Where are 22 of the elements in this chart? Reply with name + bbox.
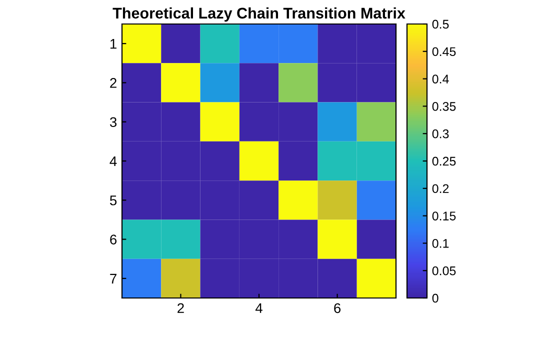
color-bar-label: 0 [432, 294, 438, 303]
color-bar-label: 0.25 [432, 156, 456, 166]
color-bar-label: 0.5 [432, 20, 449, 29]
color-bar-label: 0.1 [432, 239, 449, 248]
y-tick-label: 7 [110, 274, 116, 284]
chart-title: Theoretical Lazy Chain Transition Matrix [112, 7, 406, 22]
y-tick-label: 1 [110, 39, 116, 49]
color-bar-label: 0.35 [432, 102, 456, 111]
x-tick-label: 6 [334, 303, 341, 314]
x-tick-label: 4 [255, 303, 262, 313]
y-tick-label: 5 [110, 196, 117, 206]
x-tick-label: 2 [178, 303, 184, 313]
color-bar-label: 0.45 [432, 47, 456, 56]
color-bar-label: 0.3 [432, 129, 449, 138]
y-tick-label: 6 [110, 234, 117, 244]
color-bar-label: 0.05 [432, 266, 456, 276]
color-bar-label: 0.4 [432, 74, 449, 84]
y-tick-label: 4 [110, 156, 117, 166]
y-tick-label: 3 [110, 117, 117, 128]
y-tick-label: 2 [110, 78, 116, 88]
color-bar-label: 0.2 [432, 184, 449, 194]
color-bar-label: 0.15 [432, 212, 456, 220]
